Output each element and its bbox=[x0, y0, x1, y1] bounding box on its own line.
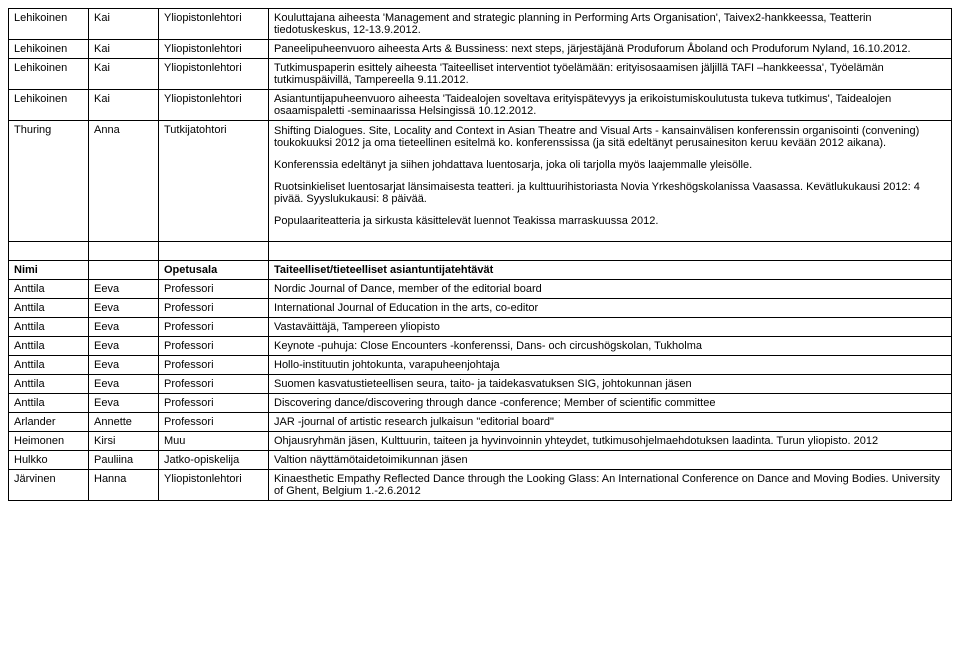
name-cell: Anttila bbox=[9, 280, 89, 299]
header-cell: Nimi bbox=[9, 261, 89, 280]
paragraph: Populaariteatteria ja sirkusta käsittele… bbox=[274, 215, 946, 227]
table-row: AnttilaEevaProfessoriNordic Journal of D… bbox=[9, 280, 952, 299]
name-cell: Professori bbox=[159, 356, 269, 375]
table-row: HeimonenKirsiMuuOhjausryhmän jäsen, Kult… bbox=[9, 432, 952, 451]
name-cell: Anttila bbox=[9, 318, 89, 337]
name-cell: Annette bbox=[89, 413, 159, 432]
description-cell: Asiantuntijapuheenvuoro aiheesta 'Taidea… bbox=[269, 90, 952, 121]
name-cell: Kai bbox=[89, 9, 159, 40]
description-cell: Shifting Dialogues. Site, Locality and C… bbox=[269, 121, 952, 242]
table-row: AnttilaEevaProfessoriSuomen kasvatustiet… bbox=[9, 375, 952, 394]
name-cell: Hanna bbox=[89, 470, 159, 501]
table-row: AnttilaEevaProfessoriHollo-instituutin j… bbox=[9, 356, 952, 375]
name-cell: Eeva bbox=[89, 394, 159, 413]
header-cell: Taiteelliset/tieteelliset asiantuntijate… bbox=[269, 261, 952, 280]
empty-cell bbox=[89, 242, 159, 261]
description-cell: Tutkimuspaperin esittely aiheesta 'Taite… bbox=[269, 59, 952, 90]
name-cell: Yliopistonlehtori bbox=[159, 470, 269, 501]
description-cell: Nordic Journal of Dance, member of the e… bbox=[269, 280, 952, 299]
table-row: JärvinenHannaYliopistonlehtoriKinaesthet… bbox=[9, 470, 952, 501]
table-row: LehikoinenKaiYliopistonlehtoriTutkimuspa… bbox=[9, 59, 952, 90]
name-cell: Lehikoinen bbox=[9, 40, 89, 59]
name-cell: Muu bbox=[159, 432, 269, 451]
name-cell: Professori bbox=[159, 413, 269, 432]
table-row: AnttilaEevaProfessoriVastaväittäjä, Tamp… bbox=[9, 318, 952, 337]
name-cell: Eeva bbox=[89, 280, 159, 299]
description-cell: Kinaesthetic Empathy Reflected Dance thr… bbox=[269, 470, 952, 501]
name-cell: Anttila bbox=[9, 337, 89, 356]
table-row: AnttilaEevaProfessoriInternational Journ… bbox=[9, 299, 952, 318]
name-cell: Kirsi bbox=[89, 432, 159, 451]
table-row: AnttilaEevaProfessoriKeynote -puhuja: Cl… bbox=[9, 337, 952, 356]
description-cell: International Journal of Education in th… bbox=[269, 299, 952, 318]
table-row: HulkkoPauliinaJatko-opiskelijaValtion nä… bbox=[9, 451, 952, 470]
name-cell: Eeva bbox=[89, 299, 159, 318]
name-cell: Eeva bbox=[89, 356, 159, 375]
name-cell: Anna bbox=[89, 121, 159, 242]
name-cell: Professori bbox=[159, 299, 269, 318]
table-row: AnttilaEevaProfessoriDiscovering dance/d… bbox=[9, 394, 952, 413]
name-cell: Hulkko bbox=[9, 451, 89, 470]
table-row: ArlanderAnnetteProfessoriJAR -journal of… bbox=[9, 413, 952, 432]
name-cell: Anttila bbox=[9, 375, 89, 394]
name-cell: Professori bbox=[159, 280, 269, 299]
name-cell: Anttila bbox=[9, 394, 89, 413]
header-cell bbox=[89, 261, 159, 280]
name-cell: Thuring bbox=[9, 121, 89, 242]
table-row: LehikoinenKaiYliopistonlehtoriPaneelipuh… bbox=[9, 40, 952, 59]
name-cell: Professori bbox=[159, 375, 269, 394]
empty-cell bbox=[159, 242, 269, 261]
name-cell: Jatko-opiskelija bbox=[159, 451, 269, 470]
name-cell: Kai bbox=[89, 40, 159, 59]
name-cell: Kai bbox=[89, 90, 159, 121]
table-row: LehikoinenKaiYliopistonlehtoriKouluttaja… bbox=[9, 9, 952, 40]
description-cell: Keynote -puhuja: Close Encounters -konfe… bbox=[269, 337, 952, 356]
paragraph: Konferenssia edeltänyt ja siihen johdatt… bbox=[274, 159, 946, 171]
description-cell: Paneelipuheenvuoro aiheesta Arts & Bussi… bbox=[269, 40, 952, 59]
role-cell: Tutkijatohtori bbox=[159, 121, 269, 242]
description-cell: Hollo-instituutin johtokunta, varapuheen… bbox=[269, 356, 952, 375]
table-row: ThuringAnnaTutkijatohtoriShifting Dialog… bbox=[9, 121, 952, 242]
name-cell: Heimonen bbox=[9, 432, 89, 451]
description-cell: Discovering dance/discovering through da… bbox=[269, 394, 952, 413]
empty-cell bbox=[9, 242, 89, 261]
name-cell: Lehikoinen bbox=[9, 9, 89, 40]
name-cell: Eeva bbox=[89, 337, 159, 356]
description-cell: Valtion näyttämötaidetoimikunnan jäsen bbox=[269, 451, 952, 470]
name-cell: Lehikoinen bbox=[9, 59, 89, 90]
name-cell: Professori bbox=[159, 337, 269, 356]
description-cell: Kouluttajana aiheesta 'Management and st… bbox=[269, 9, 952, 40]
description-cell: Ohjausryhmän jäsen, Kulttuurin, taiteen … bbox=[269, 432, 952, 451]
empty-cell bbox=[269, 242, 952, 261]
name-cell: Yliopistonlehtori bbox=[159, 59, 269, 90]
name-cell: Yliopistonlehtori bbox=[159, 90, 269, 121]
name-cell: Eeva bbox=[89, 318, 159, 337]
header-cell: Opetusala bbox=[159, 261, 269, 280]
table-row: LehikoinenKaiYliopistonlehtoriAsiantunti… bbox=[9, 90, 952, 121]
description-cell: JAR -journal of artistic research julkai… bbox=[269, 413, 952, 432]
name-cell: Lehikoinen bbox=[9, 90, 89, 121]
name-cell: Arlander bbox=[9, 413, 89, 432]
name-cell: Järvinen bbox=[9, 470, 89, 501]
paragraph: Shifting Dialogues. Site, Locality and C… bbox=[274, 125, 946, 149]
description-cell: Vastaväittäjä, Tampereen yliopisto bbox=[269, 318, 952, 337]
name-cell: Professori bbox=[159, 318, 269, 337]
paragraph: Ruotsinkieliset luentosarjat länsimaises… bbox=[274, 181, 946, 205]
name-cell: Professori bbox=[159, 394, 269, 413]
name-cell: Pauliina bbox=[89, 451, 159, 470]
header-row: Nimi OpetusalaTaiteelliset/tieteelliset a… bbox=[9, 261, 952, 280]
name-cell: Eeva bbox=[89, 375, 159, 394]
name-cell: Anttila bbox=[9, 299, 89, 318]
name-cell: Yliopistonlehtori bbox=[159, 9, 269, 40]
description-cell: Suomen kasvatustieteellisen seura, taito… bbox=[269, 375, 952, 394]
name-cell: Kai bbox=[89, 59, 159, 90]
empty-row bbox=[9, 242, 952, 261]
data-table: LehikoinenKaiYliopistonlehtoriKouluttaja… bbox=[8, 8, 952, 501]
name-cell: Anttila bbox=[9, 356, 89, 375]
name-cell: Yliopistonlehtori bbox=[159, 40, 269, 59]
